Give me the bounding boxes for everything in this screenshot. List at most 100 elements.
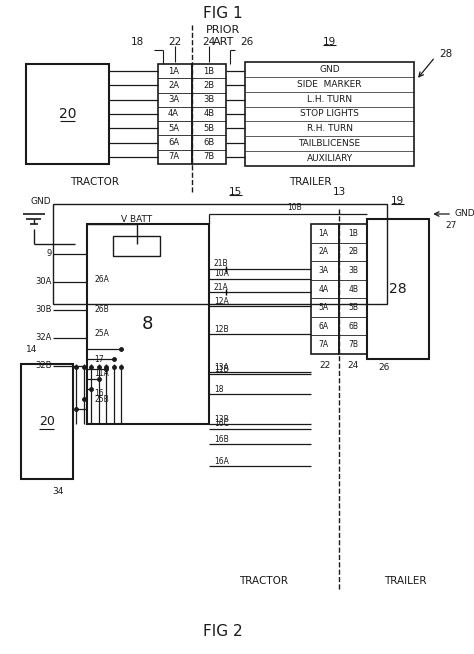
- Text: 13A: 13A: [214, 362, 228, 371]
- Text: GND: GND: [319, 65, 340, 74]
- Text: 11A: 11A: [94, 370, 109, 379]
- Text: AUXILIARY: AUXILIARY: [307, 154, 353, 163]
- Text: TRAILER: TRAILER: [290, 177, 332, 187]
- Text: 11B: 11B: [214, 364, 228, 373]
- Text: 7A: 7A: [319, 340, 328, 349]
- Text: 17: 17: [94, 354, 104, 364]
- Text: 27: 27: [446, 220, 457, 230]
- Text: 26: 26: [240, 37, 254, 47]
- Bar: [245, 62, 414, 166]
- Text: 15: 15: [229, 187, 242, 197]
- Text: 30B: 30B: [35, 305, 52, 315]
- Text: 3B: 3B: [348, 266, 358, 275]
- Text: 7B: 7B: [348, 340, 358, 349]
- Text: 2B: 2B: [348, 247, 358, 256]
- Text: 8: 8: [142, 315, 154, 333]
- Text: 19: 19: [391, 196, 404, 206]
- Text: 21A: 21A: [214, 283, 228, 292]
- Text: 24: 24: [202, 37, 216, 47]
- Text: TRACTOR: TRACTOR: [70, 177, 118, 187]
- Text: 6A: 6A: [168, 138, 179, 147]
- Text: 5A: 5A: [319, 303, 328, 312]
- Text: 19: 19: [323, 37, 336, 47]
- Text: R.H. TURN: R.H. TURN: [307, 124, 353, 133]
- Text: 1A: 1A: [168, 67, 179, 76]
- Text: 13B: 13B: [214, 415, 228, 424]
- Bar: [158, 64, 192, 164]
- Text: 24: 24: [347, 362, 359, 371]
- Bar: [27, 64, 109, 164]
- Text: 4B: 4B: [348, 284, 358, 294]
- Bar: [53, 204, 387, 304]
- Text: 1B: 1B: [348, 229, 358, 238]
- Text: V BATT: V BATT: [121, 215, 152, 224]
- Text: 6A: 6A: [319, 322, 328, 331]
- Text: 1B: 1B: [203, 67, 215, 76]
- Text: 2A: 2A: [168, 81, 179, 90]
- Text: 3B: 3B: [203, 95, 215, 104]
- Text: 22: 22: [319, 362, 330, 371]
- Text: 7A: 7A: [168, 152, 179, 162]
- Text: 32B: 32B: [35, 362, 52, 371]
- Bar: [87, 224, 209, 424]
- Text: STOP LIGHTS: STOP LIGHTS: [300, 109, 359, 118]
- Text: FIG 1: FIG 1: [203, 7, 243, 22]
- Text: 16: 16: [94, 390, 104, 398]
- Text: GND: GND: [455, 209, 474, 218]
- Text: 26: 26: [379, 364, 390, 373]
- Text: 6B: 6B: [203, 138, 215, 147]
- Text: 9: 9: [46, 249, 52, 258]
- Text: 28: 28: [439, 49, 452, 59]
- Text: 18: 18: [131, 37, 144, 47]
- Text: SIDE  MARKER: SIDE MARKER: [297, 80, 362, 89]
- Text: 10B: 10B: [287, 203, 302, 213]
- Text: 5B: 5B: [203, 124, 215, 133]
- Text: ART: ART: [212, 37, 234, 47]
- Text: 4A: 4A: [168, 109, 179, 118]
- Text: 32A: 32A: [36, 334, 52, 343]
- Text: 12B: 12B: [214, 324, 228, 334]
- Text: 20: 20: [59, 107, 77, 121]
- Text: 22: 22: [169, 37, 182, 47]
- Text: 25B: 25B: [94, 394, 109, 404]
- Text: TRAILER: TRAILER: [384, 576, 426, 586]
- Bar: [21, 364, 73, 479]
- Bar: [113, 236, 160, 256]
- Text: 2A: 2A: [319, 247, 328, 256]
- Text: 16C: 16C: [214, 419, 228, 428]
- Text: GND: GND: [30, 198, 51, 207]
- Text: 5A: 5A: [168, 124, 179, 133]
- Text: TRACTOR: TRACTOR: [239, 576, 288, 586]
- Text: 14: 14: [27, 345, 38, 354]
- Text: 21B: 21B: [214, 260, 228, 269]
- Bar: [192, 64, 226, 164]
- Bar: [367, 219, 428, 359]
- Text: 16A: 16A: [214, 456, 228, 466]
- Text: 13: 13: [332, 187, 346, 197]
- Text: 26A: 26A: [94, 275, 109, 283]
- Bar: [311, 224, 339, 354]
- Text: 20: 20: [39, 415, 55, 428]
- Text: 30A: 30A: [36, 277, 52, 286]
- Text: 16B: 16B: [214, 434, 228, 443]
- Bar: [339, 224, 367, 354]
- Text: 12A: 12A: [214, 296, 228, 305]
- Text: 18: 18: [214, 385, 223, 394]
- Text: 6B: 6B: [348, 322, 358, 331]
- Text: TAILBLICENSE: TAILBLICENSE: [299, 139, 361, 148]
- Text: 34: 34: [53, 487, 64, 496]
- Text: 26B: 26B: [94, 305, 109, 313]
- Text: 10A: 10A: [214, 269, 228, 279]
- Text: 3A: 3A: [168, 95, 179, 104]
- Text: 4B: 4B: [203, 109, 215, 118]
- Text: 7B: 7B: [203, 152, 215, 162]
- Text: 1A: 1A: [319, 229, 328, 238]
- Text: 25A: 25A: [94, 330, 109, 339]
- Text: 5B: 5B: [348, 303, 358, 312]
- Text: 4A: 4A: [319, 284, 328, 294]
- Text: L.H. TURN: L.H. TURN: [307, 95, 352, 103]
- Text: FIG 2: FIG 2: [203, 625, 243, 640]
- Text: 28: 28: [389, 282, 407, 296]
- Text: PRIOR: PRIOR: [206, 25, 240, 35]
- Text: 2B: 2B: [203, 81, 215, 90]
